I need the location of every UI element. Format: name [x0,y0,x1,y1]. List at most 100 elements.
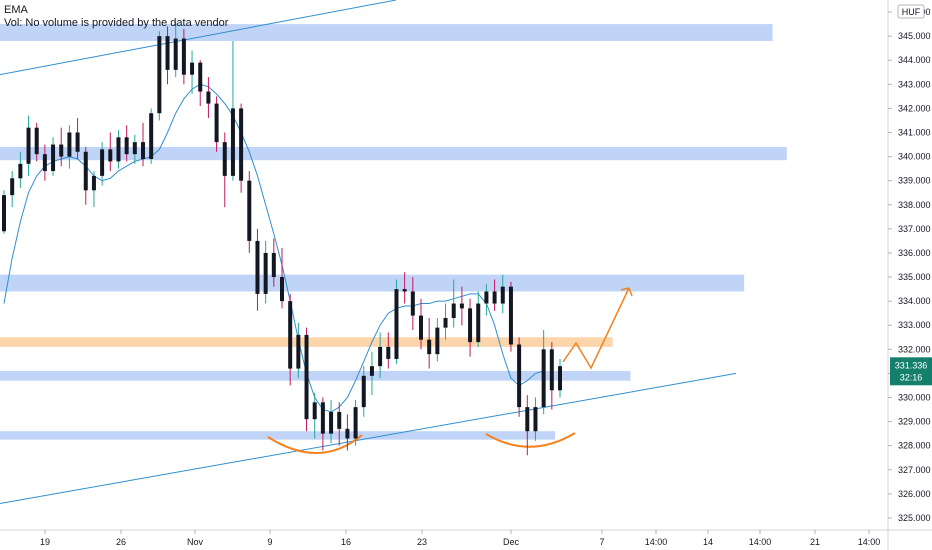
x-tick-label: 26 [116,537,126,547]
candle-body[interactable] [108,149,112,161]
candle-body[interactable] [533,407,537,431]
y-tick-label: 335.000 [898,272,931,282]
price-tag-value: 331.336 [895,360,928,370]
candle-body[interactable] [280,277,284,301]
y-tick-label: 342.000 [898,103,931,113]
x-tick-label: 16 [341,537,351,547]
candle-body[interactable] [558,366,562,390]
legend-ema[interactable]: EMA [4,4,228,17]
candle-body[interactable] [288,301,292,368]
candle-body[interactable] [444,318,448,328]
candle-body[interactable] [215,104,219,143]
zone-blue-5[interactable] [0,431,555,439]
candle-body[interactable] [460,304,464,309]
candle-body[interactable] [247,181,251,241]
y-tick-label: 332.000 [898,344,931,354]
candle-body[interactable] [198,63,202,92]
x-tick-label: 14:00 [645,537,668,547]
candle-body[interactable] [419,316,423,340]
candle-body[interactable] [27,128,31,164]
candle-body[interactable] [182,39,186,75]
candle-body[interactable] [190,63,194,75]
candle-body[interactable] [476,304,480,343]
candle-body[interactable] [10,178,14,195]
x-tick-label: 21 [810,537,820,547]
candle-body[interactable] [370,366,374,376]
candle-body[interactable] [92,176,96,190]
candle-body[interactable] [272,253,276,277]
y-tick-label: 340.000 [898,152,931,162]
candle-body[interactable] [59,145,63,157]
candle-body[interactable] [354,407,358,438]
candle-body[interactable] [484,292,488,304]
candle-body[interactable] [84,152,88,191]
candle-body[interactable] [411,292,415,316]
candle-body[interactable] [468,308,472,342]
candle-body[interactable] [100,149,104,176]
candle-body[interactable] [313,402,317,419]
y-tick-label: 343.000 [898,79,931,89]
candle-body[interactable] [223,142,227,176]
candle-body[interactable] [149,113,153,159]
currency-badge-text: HUF [902,7,921,17]
candle-body[interactable] [337,412,341,429]
y-tick-label: 328.000 [898,441,931,451]
candle-body[interactable] [157,36,161,113]
candle-body[interactable] [427,340,431,354]
x-tick-label: 9 [267,537,272,547]
candle-body[interactable] [509,287,513,345]
candle-body[interactable] [43,154,47,171]
candle-body[interactable] [296,335,300,369]
candle-body[interactable] [51,145,55,172]
zone-blue-4[interactable] [0,371,630,381]
candle-body[interactable] [141,142,145,159]
candle-body[interactable] [345,429,349,439]
y-tick-label: 337.000 [898,224,931,234]
candle-body[interactable] [362,376,366,407]
candle-body[interactable] [550,349,554,390]
x-tick-label: 14:00 [749,537,772,547]
candle-body[interactable] [166,36,170,70]
y-tick-label: 326.000 [898,489,931,499]
candle-body[interactable] [394,289,398,359]
candle-body[interactable] [452,304,456,318]
candle-body[interactable] [517,345,521,408]
candle-body[interactable] [239,108,243,180]
candle-body[interactable] [2,195,6,231]
candle-body[interactable] [321,402,325,433]
candle-body[interactable] [231,108,235,175]
y-tick-label: 327.000 [898,465,931,475]
zone-blue-2[interactable] [0,275,744,292]
candle-body[interactable] [525,407,529,431]
y-tick-label: 339.000 [898,176,931,186]
candle-body[interactable] [76,133,80,152]
candle-body[interactable] [206,92,210,104]
y-tick-label: 345.000 [898,31,931,41]
candle-body[interactable] [264,253,268,294]
candle-body[interactable] [403,289,407,291]
y-tick-label: 325.000 [898,513,931,523]
candle-body[interactable] [133,142,137,154]
candle-body[interactable] [174,39,178,70]
candle-body[interactable] [116,137,120,161]
candle-body[interactable] [255,241,259,294]
x-tick-label: 14:00 [858,537,881,547]
candle-body[interactable] [18,164,22,178]
candle-body[interactable] [305,335,309,419]
candle-body[interactable] [329,412,333,434]
candle-body[interactable] [542,349,546,407]
x-tick-label: 14 [703,537,713,547]
y-tick-label: 330.000 [898,393,931,403]
legend-volume-note: Vol: No volume is provided by the data v… [4,17,228,30]
chart-legend: EMA Vol: No volume is provided by the da… [4,4,228,30]
candle-body[interactable] [386,347,390,359]
candle-body[interactable] [67,133,71,157]
candle-body[interactable] [501,287,505,304]
candle-body[interactable] [378,347,382,366]
candle-body[interactable] [35,128,39,155]
candle-body[interactable] [493,292,497,304]
y-tick-label: 333.000 [898,320,931,330]
candle-body[interactable] [125,137,129,154]
candle-body[interactable] [435,328,439,355]
